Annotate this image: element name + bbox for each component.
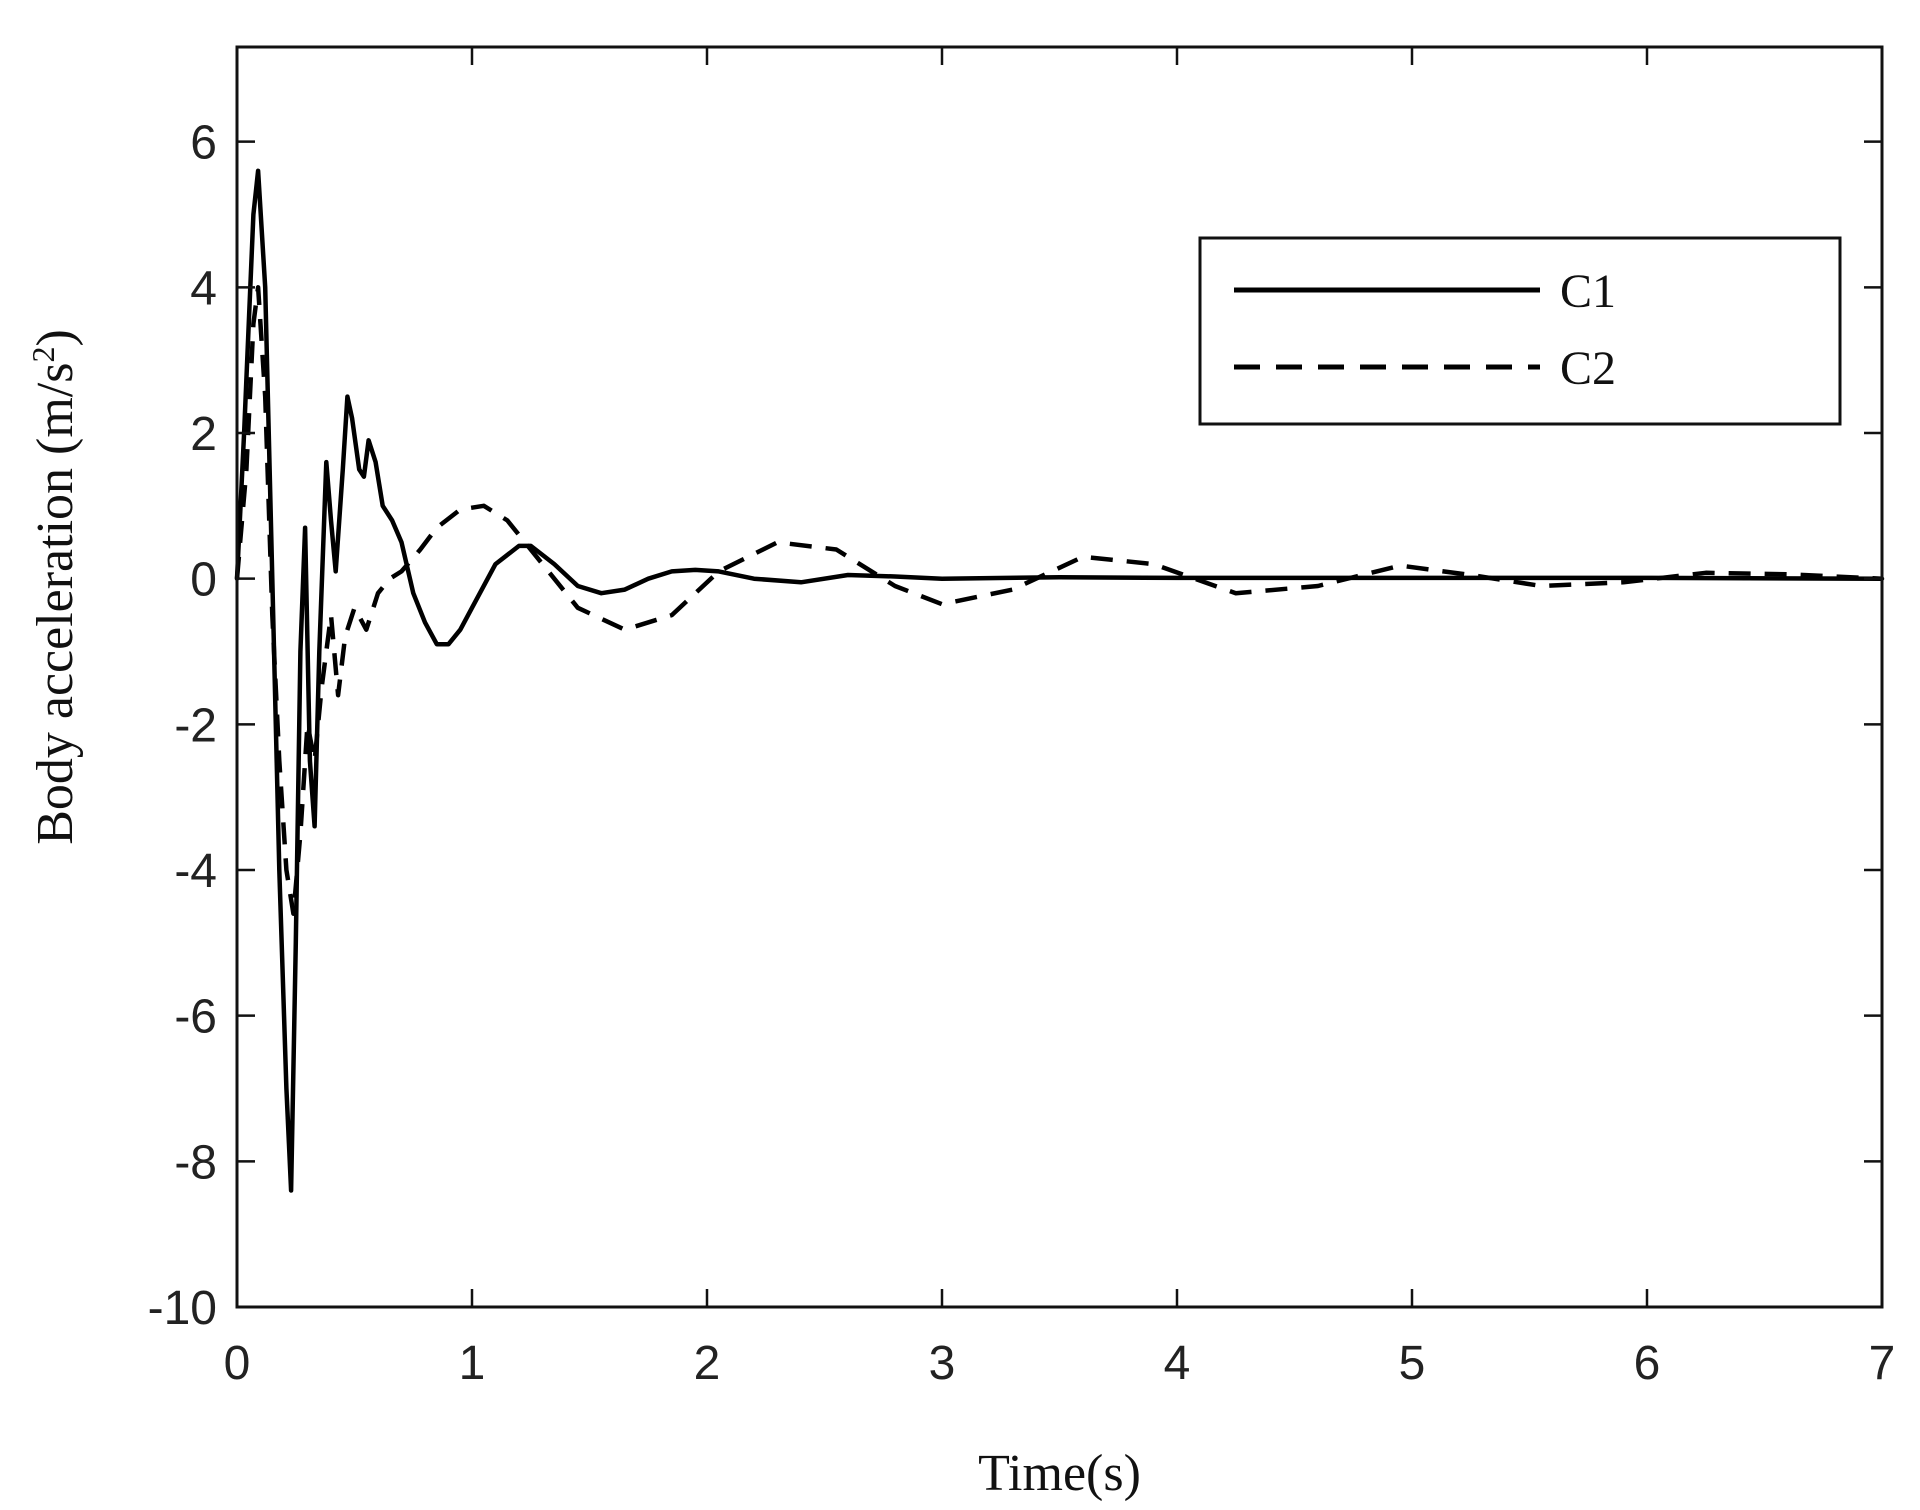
- x-tick-label: 0: [224, 1337, 251, 1390]
- tick-labels-layer: 0 1 2 3 4 5 6 7 -10 -8 -6 -4 -2 0 2 4 6: [148, 117, 1896, 1390]
- y-tick-label: 0: [190, 554, 217, 607]
- legend-label-c1: C1: [1560, 265, 1616, 318]
- y-axis-title: Body acceleration (m/s2): [25, 329, 84, 845]
- series-layer: [234, 168, 1885, 1193]
- y-axis-title-superscript: 2: [25, 347, 61, 363]
- y-tick-label: -6: [174, 991, 217, 1044]
- x-tick-label: 7: [1869, 1337, 1896, 1390]
- legend: C1 C2: [1198, 236, 1842, 426]
- series-line-c2: [234, 285, 1883, 916]
- y-axis-title-main: Body acceleration (m/s: [27, 363, 84, 845]
- series-line-c1: [234, 168, 1885, 1193]
- legend-label-c2: C2: [1560, 342, 1616, 395]
- x-tick-label: 3: [929, 1337, 956, 1390]
- ticks-layer: [235, 47, 1884, 1309]
- y-axis-title-close: ): [27, 329, 84, 346]
- axes-frame: [235, 45, 1884, 1309]
- y-tick-label: 6: [190, 117, 217, 170]
- y-tick-label: -2: [174, 699, 217, 752]
- x-tick-label: 4: [1164, 1337, 1191, 1390]
- x-axis-title: Time(s): [978, 1445, 1141, 1502]
- y-tick-label: 2: [190, 408, 217, 461]
- x-tick-label: 6: [1634, 1337, 1661, 1390]
- legend-box: [1198, 236, 1842, 426]
- y-tick-label: -10: [148, 1282, 217, 1335]
- x-tick-label: 2: [694, 1337, 721, 1390]
- y-tick-label: 4: [190, 262, 217, 315]
- x-tick-label: 1: [459, 1337, 486, 1390]
- x-tick-label: 5: [1399, 1337, 1426, 1390]
- y-tick-label: -8: [174, 1136, 217, 1189]
- y-tick-label: -4: [174, 845, 217, 898]
